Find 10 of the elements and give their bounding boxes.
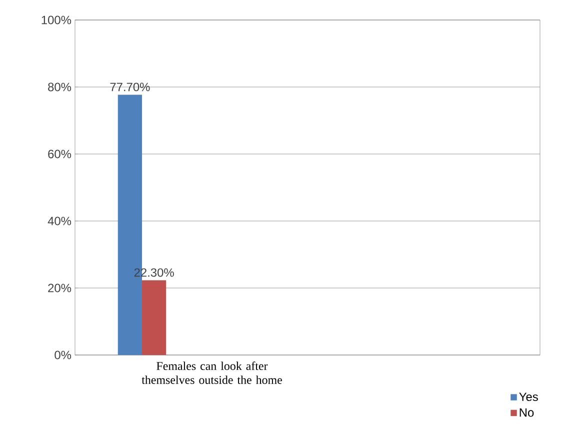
legend-label: Yes: [519, 392, 538, 402]
y-tick-label: 60%: [48, 150, 72, 158]
legend-label: No: [520, 408, 534, 417]
y-tick-label: 100%: [42, 16, 72, 24]
data-label: 77.70%: [110, 82, 150, 92]
x-tick-label: Females can look after themselves outside the home: [142, 362, 282, 384]
y-tick-label: 0%: [54, 350, 72, 360]
y-tick-label: 40%: [48, 216, 72, 226]
y-tick-label: 80%: [48, 82, 72, 92]
y-tick-label: 20%: [48, 284, 72, 292]
